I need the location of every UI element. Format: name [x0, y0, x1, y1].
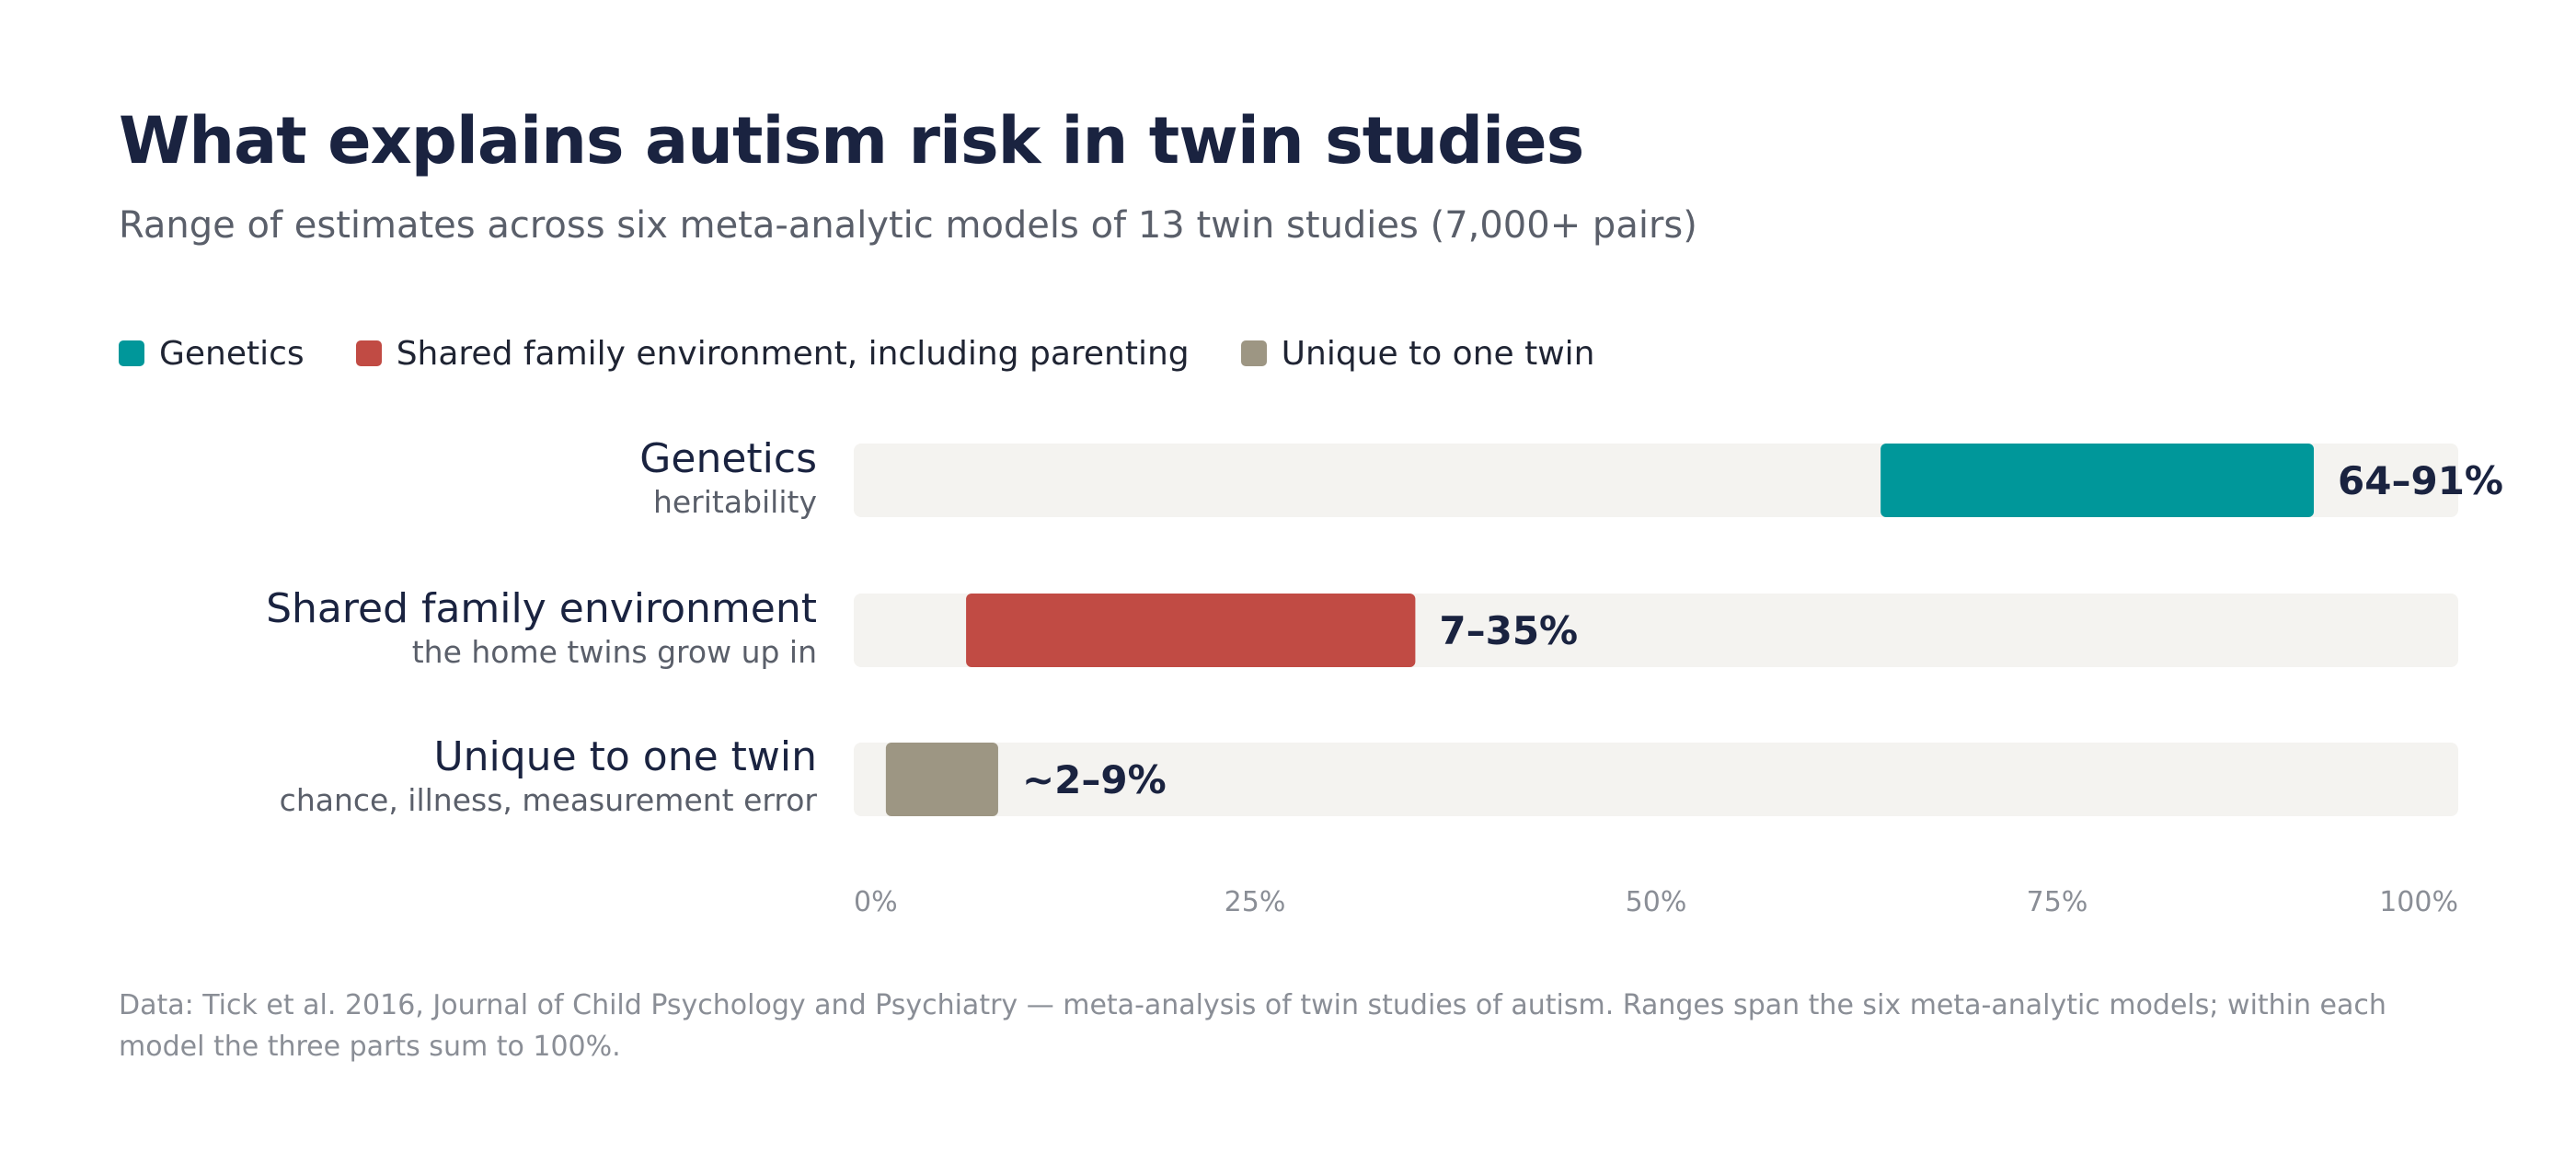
range-bar-genetics: [1880, 444, 2315, 517]
row-label-unique: Unique to one twin chance, illness, meas…: [280, 732, 817, 819]
legend-item-shared-environment: Shared family environment, including par…: [355, 334, 1190, 373]
footnote: Data: Tick et al. 2016, Journal of Child…: [119, 989, 2386, 1063]
row-label-genetics: Genetics heritability: [639, 434, 817, 521]
legend-swatch-unique: [1240, 340, 1267, 366]
range-bar-unique: [885, 743, 998, 816]
row-name-genetics: Genetics: [639, 435, 817, 482]
row-sub-shared-environment: the home twins grow up in: [411, 634, 817, 670]
chart-subtitle: Range of estimates across six meta-analy…: [119, 204, 1697, 247]
chart-title: What explains autism risk in twin studie…: [119, 103, 1584, 179]
track-unique: [854, 743, 2458, 816]
row-sub-unique: chance, illness, measurement error: [279, 782, 817, 818]
legend-label-shared-environment: Shared family environment, including par…: [396, 334, 1190, 373]
row-name-unique: Unique to one twin: [433, 733, 817, 780]
range-bar-shared-environment: [966, 594, 1416, 667]
legend-item-unique: Unique to one twin: [1240, 334, 1595, 373]
legend: Genetics Shared family environment, incl…: [119, 331, 1646, 375]
legend-item-genetics: Genetics: [119, 335, 305, 373]
legend-label-genetics: Genetics: [159, 334, 305, 373]
legend-label-unique: Unique to one twin: [1281, 334, 1595, 373]
range-label-unique: ~2–9%: [1022, 757, 1167, 802]
x-tick-label: 0%: [854, 886, 898, 918]
row-name-shared-environment: Shared family environment: [266, 585, 817, 632]
x-tick-label: 25%: [1225, 886, 1286, 918]
x-tick-label: 100%: [2379, 886, 2458, 918]
range-label-shared-environment: 7–35%: [1439, 608, 1578, 653]
legend-swatch-genetics: [119, 340, 144, 366]
x-tick-label: 50%: [1626, 886, 1687, 918]
legend-swatch-shared-environment: [355, 340, 382, 366]
row-sub-genetics: heritability: [652, 484, 817, 520]
range-label-genetics: 64–91%: [2338, 458, 2503, 503]
x-tick-label: 75%: [2027, 886, 2088, 918]
row-label-shared-environment: Shared family environment the home twins…: [266, 584, 817, 671]
